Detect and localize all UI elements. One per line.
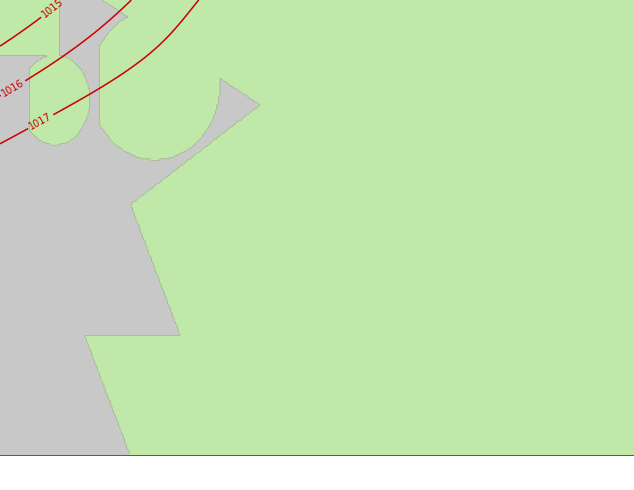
Text: Surface pressure [hPa] UK-Global: Surface pressure [hPa] UK-Global <box>5 470 233 484</box>
Text: 1016: 1016 <box>0 77 26 99</box>
Text: Sa 08-06-2024 00:00 UTC (00+144): Sa 08-06-2024 00:00 UTC (00+144) <box>401 470 629 484</box>
Text: 1015: 1015 <box>40 0 65 20</box>
Text: 1017: 1017 <box>27 111 54 132</box>
